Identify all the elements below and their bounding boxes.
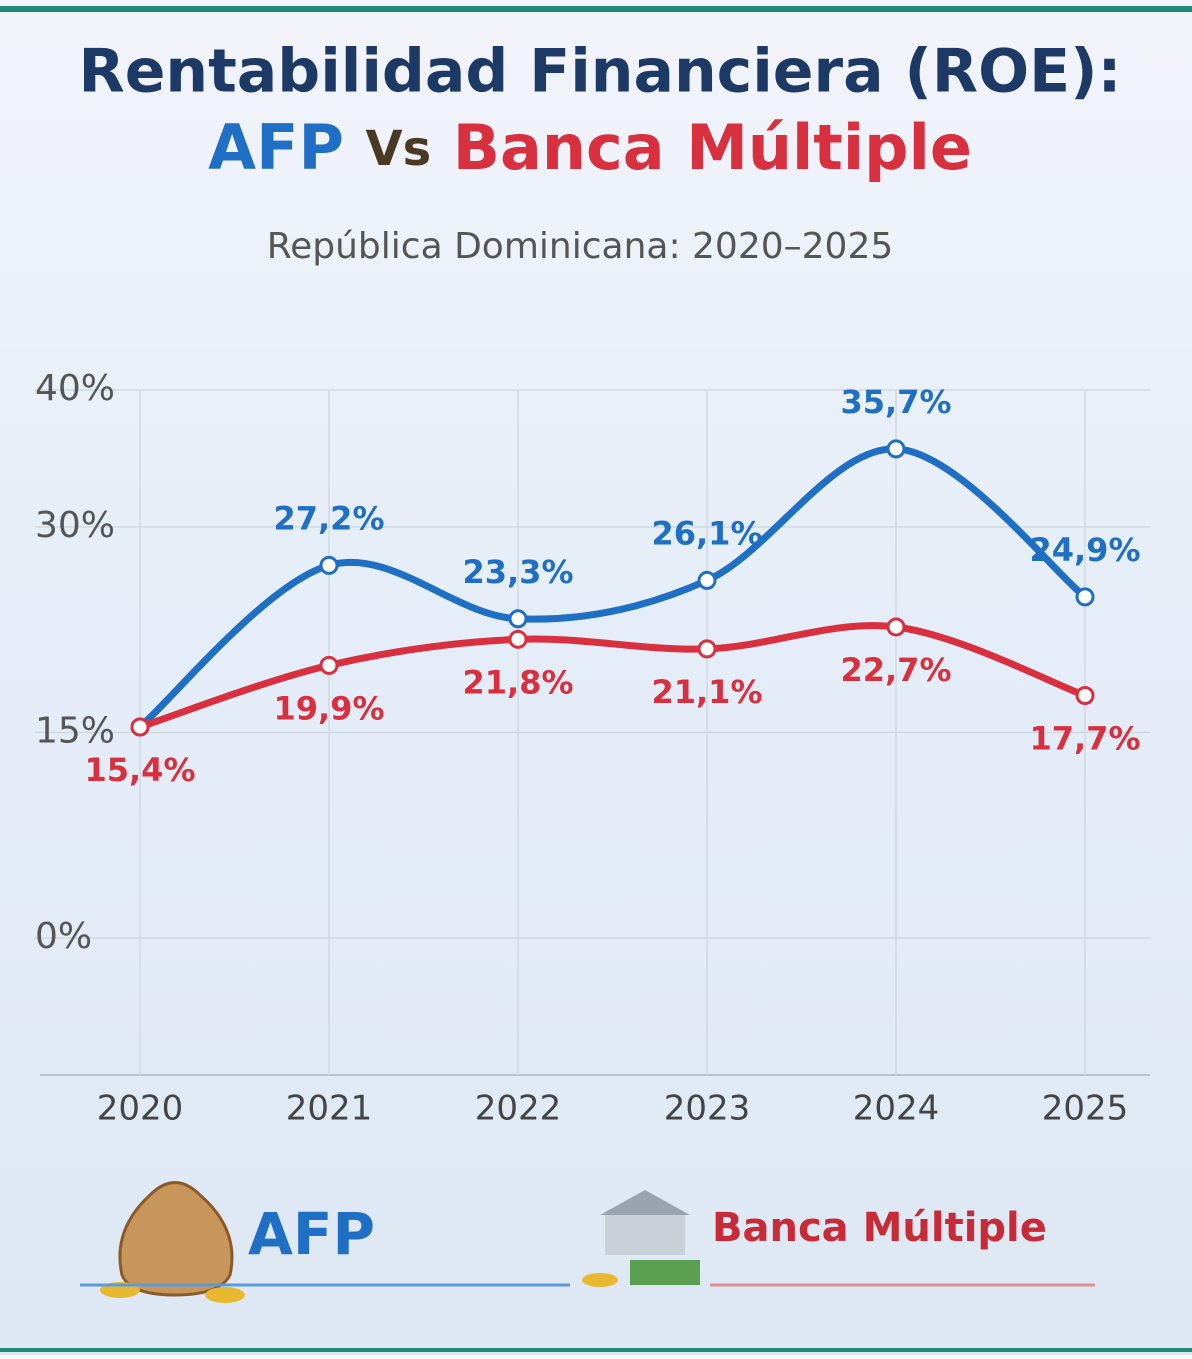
data-label: 15,4% (84, 751, 195, 789)
data-label: 21,1% (651, 673, 762, 711)
data-label: 27,2% (273, 499, 384, 537)
data-label: 21,8% (462, 663, 573, 701)
point (888, 619, 904, 635)
point (699, 572, 715, 588)
point (888, 441, 904, 457)
data-label: 17,7% (1029, 720, 1140, 758)
chart-title-line2: AFP Vs Banca Múltiple (208, 111, 972, 184)
y-tick-label: 0% (35, 916, 92, 957)
title-part: AFP (208, 111, 344, 184)
y-tick-label: 40% (35, 368, 115, 409)
subtitle: República Dominicana: 2020–2025 (267, 226, 894, 267)
x-tick-label: 2023 (664, 1089, 751, 1129)
point (1077, 688, 1093, 704)
point (321, 657, 337, 673)
data-label: 22,7% (840, 651, 951, 689)
x-tick-label: 2020 (97, 1089, 184, 1129)
data-label: 35,7% (840, 383, 951, 421)
x-tick-label: 2021 (286, 1089, 373, 1129)
y-tick-label: 30% (35, 505, 115, 546)
point (1077, 589, 1093, 605)
bottom-border (0, 1348, 1192, 1352)
data-label: 19,9% (273, 689, 384, 727)
point (510, 611, 526, 627)
data-label: 23,3% (462, 553, 573, 591)
point (699, 641, 715, 657)
x-tick-label: 2024 (853, 1089, 940, 1129)
chart-title: Rentabilidad Financiera (ROE): (79, 37, 1122, 107)
data-label: 24,9% (1029, 531, 1140, 569)
infographic: Rentabilidad Financiera (ROE): AFP Vs Ba… (0, 0, 1192, 1355)
title-part: Vs (365, 121, 431, 177)
point (132, 719, 148, 735)
y-tick-label: 15% (35, 711, 115, 752)
top-border (0, 6, 1192, 12)
point (321, 557, 337, 573)
x-tick-label: 2025 (1042, 1089, 1129, 1129)
legend-label: Banca Múltiple (712, 1205, 1047, 1251)
legend-label: AFP (248, 1200, 375, 1268)
background (0, 0, 1192, 1355)
title-part: Banca Múltiple (453, 111, 972, 184)
data-label: 26,1% (651, 514, 762, 552)
x-tick-label: 2022 (475, 1089, 562, 1129)
point (510, 631, 526, 647)
